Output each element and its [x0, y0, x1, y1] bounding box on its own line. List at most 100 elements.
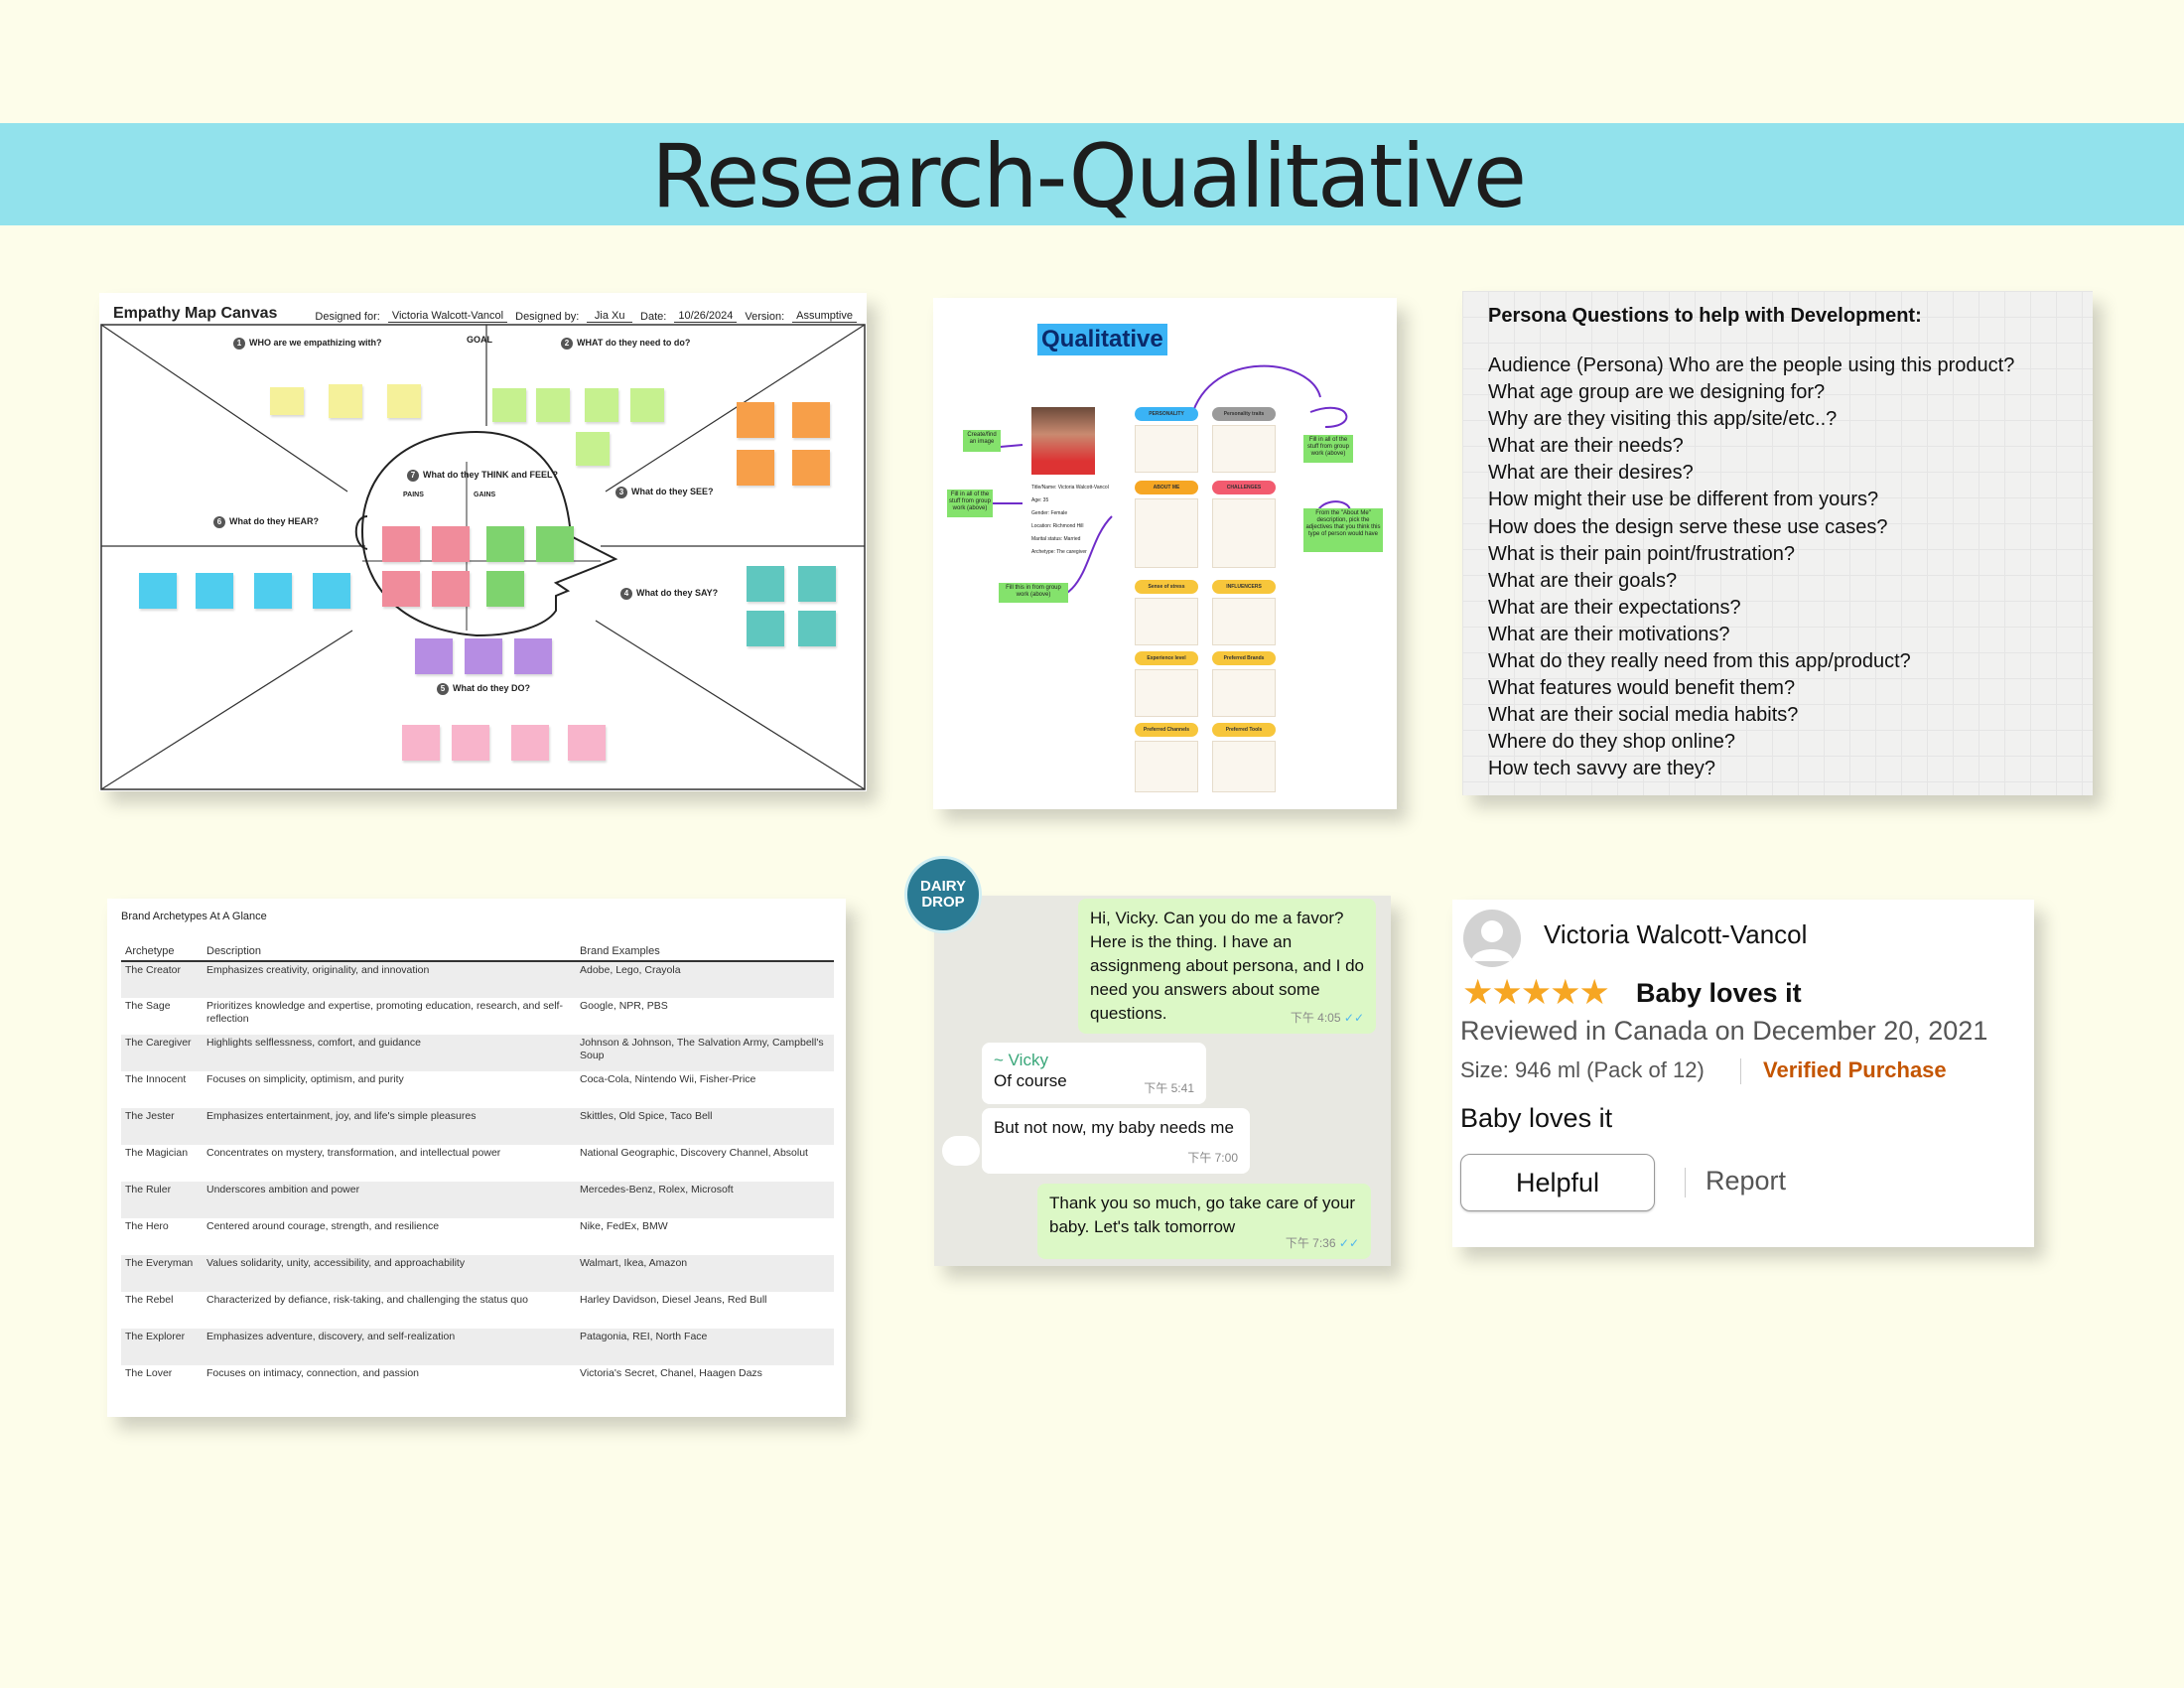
persona-question: How tech savvy are they? [1488, 758, 1715, 780]
archetype-cell: The Explorer [121, 1329, 203, 1365]
chat-message-received: ~ Vicky Of course 下午 5:41 [982, 1043, 1206, 1104]
section-box [1212, 425, 1276, 473]
review-body: Baby loves it [1460, 1103, 1613, 1133]
user-avatar-icon [1471, 920, 1513, 961]
empathy-map-header: Empathy Map Canvas Designed for: Victori… [113, 303, 857, 323]
section-box [1212, 669, 1276, 717]
brand-archetypes-title: Brand Archetypes At A Glance [121, 911, 267, 922]
persona-question: What features would benefit them? [1488, 677, 1796, 700]
brand-examples-cell: Skittles, Old Spice, Taco Bell [576, 1108, 834, 1145]
sticky-note [511, 725, 549, 761]
persona-questions-card: Persona Questions to help with Developme… [1462, 291, 2093, 795]
table-row: The Magician Concentrates on mystery, tra… [121, 1145, 834, 1182]
sticky-note [568, 725, 606, 761]
persona-question: What are their expectations? [1488, 596, 1741, 619]
persona-question: What are their motivations? [1488, 623, 1730, 645]
section-pill: Experience level [1135, 651, 1198, 665]
version-label: Version: [745, 311, 785, 323]
archetype-cell: The Innocent [125, 1073, 187, 1085]
pains-label: PAINS [403, 492, 424, 498]
brand-archetypes-card: Brand Archetypes At A Glance Archetype D… [107, 899, 846, 1417]
section-pill: Personality traits [1212, 407, 1276, 421]
title-banner: Research-Qualitative [0, 123, 2184, 227]
brand-examples-cell: National Geographic, Discovery Channel, … [580, 1147, 808, 1159]
description-cell: Concentrates on mystery, transformation,… [206, 1147, 501, 1159]
chat-message-text: Thank you so much, go take care of your … [1049, 1194, 1356, 1236]
reviewer-name[interactable]: Victoria Walcott-Vancol [1544, 919, 1808, 949]
brand-examples-cell: Google, NPR, PBS [580, 1000, 668, 1012]
section-pill: Preferred Tools [1212, 723, 1276, 737]
section-box [1212, 741, 1276, 792]
sticky-note [432, 571, 470, 607]
instruction-note: Fill this in from group work (above) [999, 583, 1068, 603]
description-cell: Underscores ambition and power [203, 1182, 576, 1218]
table-row: The Hero Centered around courage, strengt… [121, 1218, 834, 1255]
sticky-note [492, 388, 526, 422]
column-header: Description [203, 942, 576, 962]
archetype-cell: The Jester [121, 1108, 203, 1145]
sticky-note [737, 450, 774, 486]
persona-question: What are their needs? [1488, 435, 1684, 458]
sticky-note [585, 388, 618, 422]
sticky-note [792, 450, 830, 486]
sticky-note [576, 432, 610, 466]
read-ticks-icon: ✓✓ [1343, 1011, 1364, 1025]
product-review-card: Victoria Walcott-Vancol ★★★★★ Baby loves… [1452, 900, 2034, 1247]
review-title[interactable]: Baby loves it [1636, 978, 1802, 1008]
sticky-note [329, 384, 362, 418]
question-hear: 6 What do they HEAR? [213, 516, 319, 528]
chat-timestamp: 下午 4:05 ✓✓ [1290, 1011, 1364, 1025]
divider [1685, 1168, 1686, 1197]
section-box [1135, 498, 1198, 568]
chat-message-sent: Thank you so much, go take care of your … [1037, 1184, 1371, 1259]
chat-screenshot-card: Hi, Vicky. Can you do me a favor? Here i… [934, 896, 1391, 1266]
report-link[interactable]: Report [1706, 1166, 1787, 1196]
persona-question: What is their pain point/frustration? [1488, 542, 1796, 565]
section-box [1212, 598, 1276, 645]
sticky-note [382, 526, 420, 562]
sticky-note [536, 526, 574, 562]
qualitative-title: Qualitative [1037, 324, 1167, 355]
sticky-note [402, 725, 440, 761]
description-cell: Focuses on simplicity, optimism, and pur… [206, 1073, 404, 1085]
sticky-note [387, 384, 421, 418]
instruction-note: Fill in all of the stuff from group work… [1303, 435, 1353, 463]
persona-question: What are their social media habits? [1488, 704, 1799, 727]
section-pill: CHALLENGES [1212, 481, 1276, 494]
section-box [1135, 425, 1198, 473]
chat-timestamp: 下午 5:41 [1144, 1081, 1194, 1095]
divider [1740, 1058, 1741, 1084]
description-cell: Focuses on intimacy, connection, and pas… [206, 1367, 420, 1379]
sticky-note [792, 402, 830, 438]
sticky-note [313, 573, 350, 609]
chat-avatar-bubble [942, 1136, 980, 1166]
sticky-note [630, 388, 664, 422]
archetype-cell: The Lover [125, 1367, 173, 1379]
brand-archetypes-table: Archetype Description Brand Examples The… [121, 942, 834, 1402]
sticky-note [486, 526, 524, 562]
question-who: 1 WHO are we empathizing with? [233, 338, 382, 350]
chat-message-received: But not now, my baby needs me 下午 7:00 [982, 1108, 1250, 1174]
avatar [1463, 910, 1521, 967]
section-pill: ABOUT ME [1135, 481, 1198, 494]
sticky-note [196, 573, 233, 609]
helpful-button[interactable]: Helpful [1460, 1154, 1655, 1211]
dairy-drop-logo: DAIRY DROP [904, 856, 982, 933]
description-cell: Emphasizes creativity, originality, and … [203, 961, 576, 998]
table-row: The Rebel Characterized by defiance, risk… [121, 1292, 834, 1329]
persona-photo [1031, 407, 1095, 475]
qualitative-persona-card: Qualitative Create/find an image Fill in… [933, 298, 1397, 809]
table-row: The Sage Prioritizes knowledge and expert… [121, 998, 834, 1035]
designed-by-label: Designed by: [515, 311, 580, 323]
section-pill: Preferred Brands [1212, 651, 1276, 665]
chat-message-sent: Hi, Vicky. Can you do me a favor? Here i… [1078, 899, 1376, 1034]
brand-examples-cell: Walmart, Ikea, Amazon [576, 1255, 834, 1292]
brand-examples-cell: Mercedes-Benz, Rolex, Microsoft [576, 1182, 834, 1218]
archetype-cell: The Sage [125, 1000, 171, 1012]
persona-question: Where do they shop online? [1488, 731, 1736, 754]
description-cell: Centered around courage, strength, and r… [206, 1220, 440, 1232]
persona-question: Why are they visiting this app/site/etc.… [1488, 408, 1838, 431]
brand-examples-cell: Nike, FedEx, BMW [580, 1220, 668, 1232]
persona-question: What age group are we designing for? [1488, 381, 1826, 404]
sticky-note [536, 388, 570, 422]
